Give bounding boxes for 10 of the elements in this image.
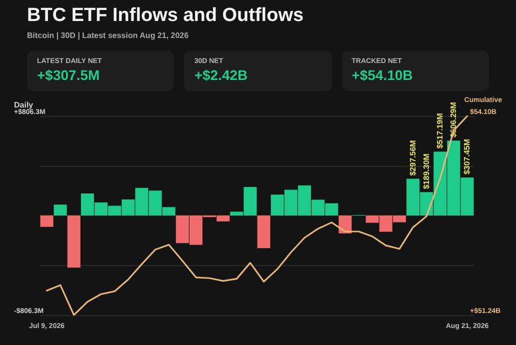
data-label: $297.56M <box>408 140 418 176</box>
data-label: $517.19M <box>436 112 445 149</box>
text: Bitcoin | 30D | Latest session Aug 21, 2026 <box>27 31 190 40</box>
data-label: $307.45M <box>462 138 472 175</box>
text: +$54.10B <box>352 67 414 83</box>
text: +$307.5M <box>37 67 101 83</box>
text: BTC ETF Inflows and Outflows <box>27 4 305 28</box>
data-label: $189.30M <box>422 153 432 190</box>
y-axis-title: Daily <box>14 100 34 110</box>
text: +$2.42B <box>194 67 249 83</box>
